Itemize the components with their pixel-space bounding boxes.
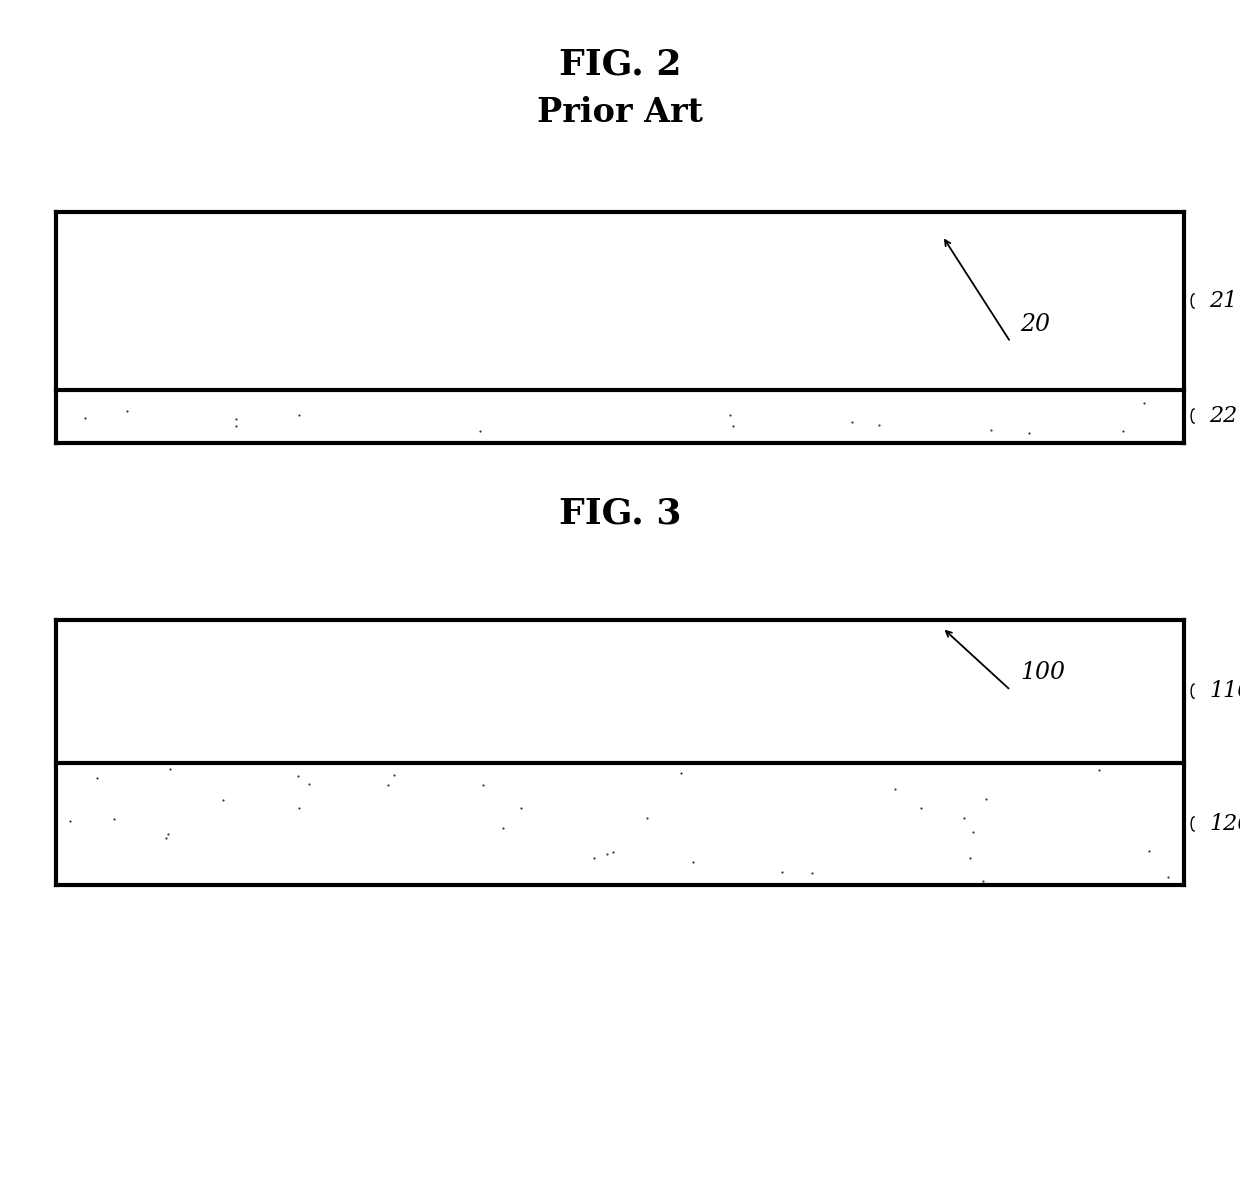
- Point: [1158, 867, 1178, 886]
- Point: [683, 853, 703, 872]
- Point: [584, 848, 604, 867]
- Text: Prior Art: Prior Art: [537, 96, 703, 129]
- Text: FIG. 2: FIG. 2: [559, 48, 681, 81]
- Point: [1114, 421, 1133, 440]
- Point: [973, 871, 993, 890]
- Point: [299, 774, 319, 793]
- Point: [720, 406, 740, 425]
- Point: [604, 843, 624, 861]
- Point: [159, 825, 179, 844]
- Point: [637, 808, 657, 827]
- Text: 100: 100: [1021, 662, 1065, 684]
- Text: 21: 21: [1209, 290, 1238, 312]
- Point: [511, 798, 531, 817]
- Point: [954, 808, 973, 827]
- Text: 20: 20: [1021, 314, 1050, 336]
- Bar: [56, 212, 1184, 389]
- Point: [117, 401, 136, 420]
- Point: [384, 765, 404, 784]
- Text: FIG. 3: FIG. 3: [559, 497, 681, 530]
- Point: [869, 415, 889, 434]
- Point: [494, 819, 513, 838]
- Point: [226, 409, 246, 428]
- Bar: [56, 389, 1184, 442]
- Point: [1089, 761, 1109, 780]
- Point: [156, 828, 176, 847]
- Point: [1019, 424, 1039, 442]
- Point: [87, 768, 107, 787]
- Point: [1135, 393, 1154, 412]
- Point: [1140, 841, 1159, 860]
- Point: [378, 775, 398, 794]
- Point: [976, 789, 996, 808]
- Point: [671, 763, 691, 782]
- Point: [596, 845, 616, 864]
- Point: [960, 848, 980, 867]
- Point: [842, 413, 862, 432]
- Bar: [56, 763, 1184, 885]
- Point: [474, 776, 494, 795]
- Point: [289, 799, 309, 818]
- Point: [802, 863, 822, 881]
- Point: [289, 406, 309, 425]
- Point: [289, 767, 309, 786]
- Point: [911, 799, 931, 818]
- Point: [981, 420, 1001, 439]
- Point: [104, 809, 124, 828]
- Point: [213, 791, 233, 809]
- Point: [76, 408, 95, 427]
- Text: 120: 120: [1209, 813, 1240, 835]
- Point: [723, 417, 743, 435]
- Text: 22: 22: [1209, 405, 1238, 427]
- Bar: [56, 620, 1184, 763]
- Point: [963, 822, 983, 841]
- Point: [226, 417, 246, 435]
- Point: [885, 780, 905, 799]
- Point: [60, 812, 79, 831]
- Point: [470, 421, 490, 440]
- Point: [771, 863, 791, 881]
- Text: 110: 110: [1209, 680, 1240, 702]
- Point: [160, 760, 180, 779]
